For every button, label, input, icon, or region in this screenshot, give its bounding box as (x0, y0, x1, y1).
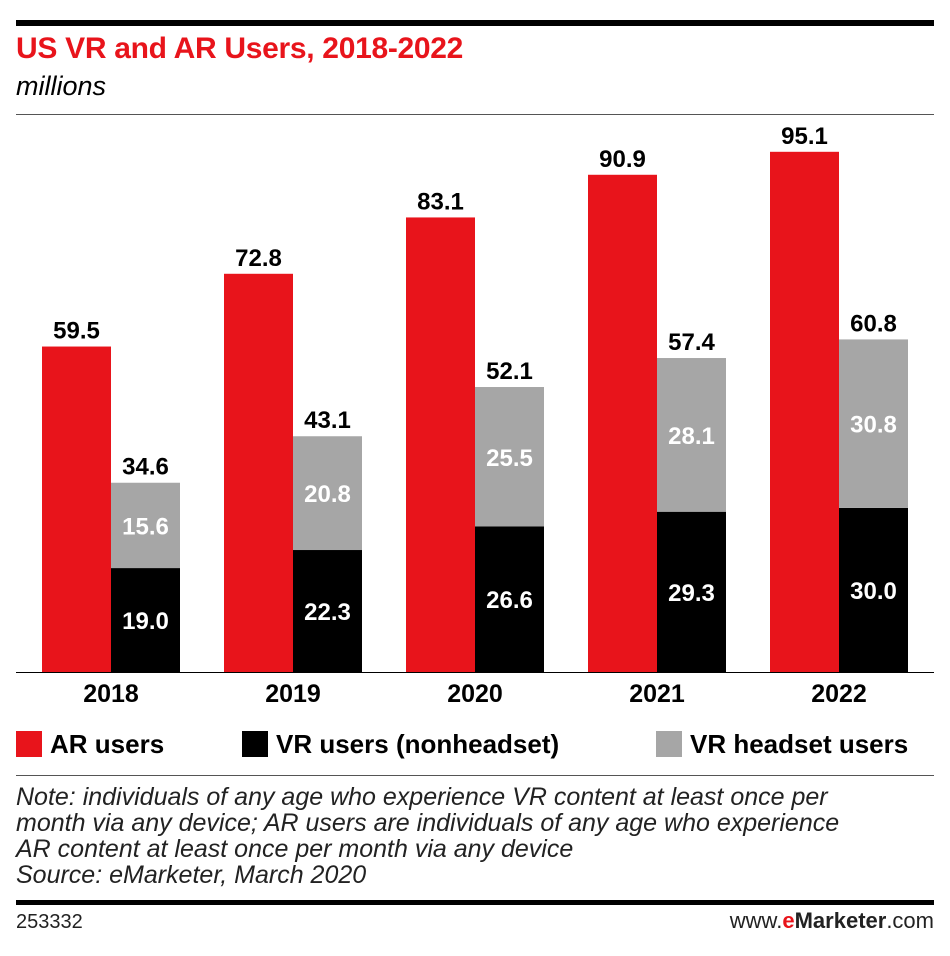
bar-ar-users (770, 151, 839, 673)
data-label-vr-total: 34.6 (122, 454, 169, 481)
note-line: month via any device; AR users are indiv… (16, 809, 840, 837)
data-label-ar-users: 72.8 (235, 245, 282, 272)
bar-ar-users (42, 346, 111, 672)
legend-item-vr-nonheadset: VR users (nonheadset) (242, 727, 559, 761)
chart-note: Note: individuals of any age who experie… (16, 784, 934, 888)
note-line: AR content at least once per month via a… (16, 835, 574, 863)
x-tick-label: 2020 (447, 680, 503, 708)
data-label-ar-users: 95.1 (781, 123, 828, 150)
bar-ar-users (406, 217, 475, 672)
chart-id: 253332 (16, 911, 83, 933)
data-label-vr-total: 52.1 (486, 358, 533, 385)
source-line: Source: eMarketer, March 2020 (16, 861, 367, 889)
data-label-ar-users: 83.1 (417, 188, 464, 215)
bar-vr-headset (839, 339, 908, 508)
data-label-ar-users: 90.9 (599, 146, 646, 173)
top-rule (16, 20, 934, 26)
data-label-vr-headset: 28.1 (668, 423, 715, 450)
legend-label-vr-nonheadset: VR users (nonheadset) (276, 728, 560, 759)
bar-ar-users (224, 273, 293, 672)
data-label-vr-nonheadset: 19.0 (122, 608, 169, 635)
bar-vr-nonheadset (839, 507, 908, 672)
title-divider (16, 114, 934, 115)
legend-label-vr-headset: VR headset users (690, 728, 909, 759)
bar-vr-headset (475, 387, 544, 527)
brand-suffix: .com (886, 908, 934, 933)
data-label-vr-nonheadset: 30.0 (850, 578, 897, 605)
bar-vr-headset (657, 358, 726, 512)
legend-swatch-ar-users (16, 731, 42, 757)
data-label-vr-nonheadset: 26.6 (486, 587, 533, 614)
data-label-vr-total: 60.8 (850, 310, 897, 337)
data-label-vr-total: 57.4 (668, 329, 715, 356)
bar-vr-headset (293, 436, 362, 551)
brand-e: e (782, 908, 795, 933)
data-label-vr-nonheadset: 22.3 (304, 599, 351, 626)
bar-vr-headset (111, 482, 180, 569)
data-label-vr-headset: 30.8 (850, 412, 897, 439)
bar-chart: 59.5 19.0 15.6 34.6 2018 72.8 22.3 20.8 43.1 2019… (16, 123, 934, 708)
data-label-vr-headset: 15.6 (122, 513, 169, 540)
bar-vr-nonheadset (475, 526, 544, 672)
legend-label-ar-users: AR users (50, 728, 165, 759)
legend-swatch-vr-headset (656, 731, 682, 757)
bar-ar-users (588, 174, 657, 673)
legend-swatch-vr-nonheadset (242, 731, 268, 757)
data-label-vr-headset: 20.8 (304, 481, 351, 508)
bar-vr-nonheadset (657, 511, 726, 672)
legend: AR users VR users (nonheadset) VR headse… (16, 727, 934, 761)
legend-item-vr-headset: VR headset users (656, 727, 908, 761)
brand-link[interactable]: www.eMarketer.com (730, 908, 934, 934)
x-tick-label: 2018 (83, 680, 139, 708)
chart-title: US VR and AR Users, 2018-2022 (16, 32, 464, 65)
data-label-vr-headset: 25.5 (486, 445, 533, 472)
chart-subtitle: millions (16, 71, 107, 101)
data-label-vr-total: 43.1 (304, 407, 351, 434)
brand-prefix: www. (729, 908, 783, 933)
data-label-vr-nonheadset: 29.3 (668, 580, 715, 607)
data-label-ar-users: 59.5 (53, 318, 100, 345)
brand-name: Marketer (794, 908, 887, 933)
x-tick-label: 2021 (629, 680, 685, 708)
note-line: Note: individuals of any age who experie… (16, 783, 828, 811)
x-tick-label: 2019 (265, 680, 321, 708)
bottom-rule (16, 900, 934, 905)
bar-vr-nonheadset (293, 550, 362, 672)
x-tick-label: 2022 (811, 680, 867, 708)
legend-item-ar-users: AR users (16, 727, 164, 761)
legend-divider (16, 775, 934, 776)
bar-vr-nonheadset (111, 568, 180, 672)
